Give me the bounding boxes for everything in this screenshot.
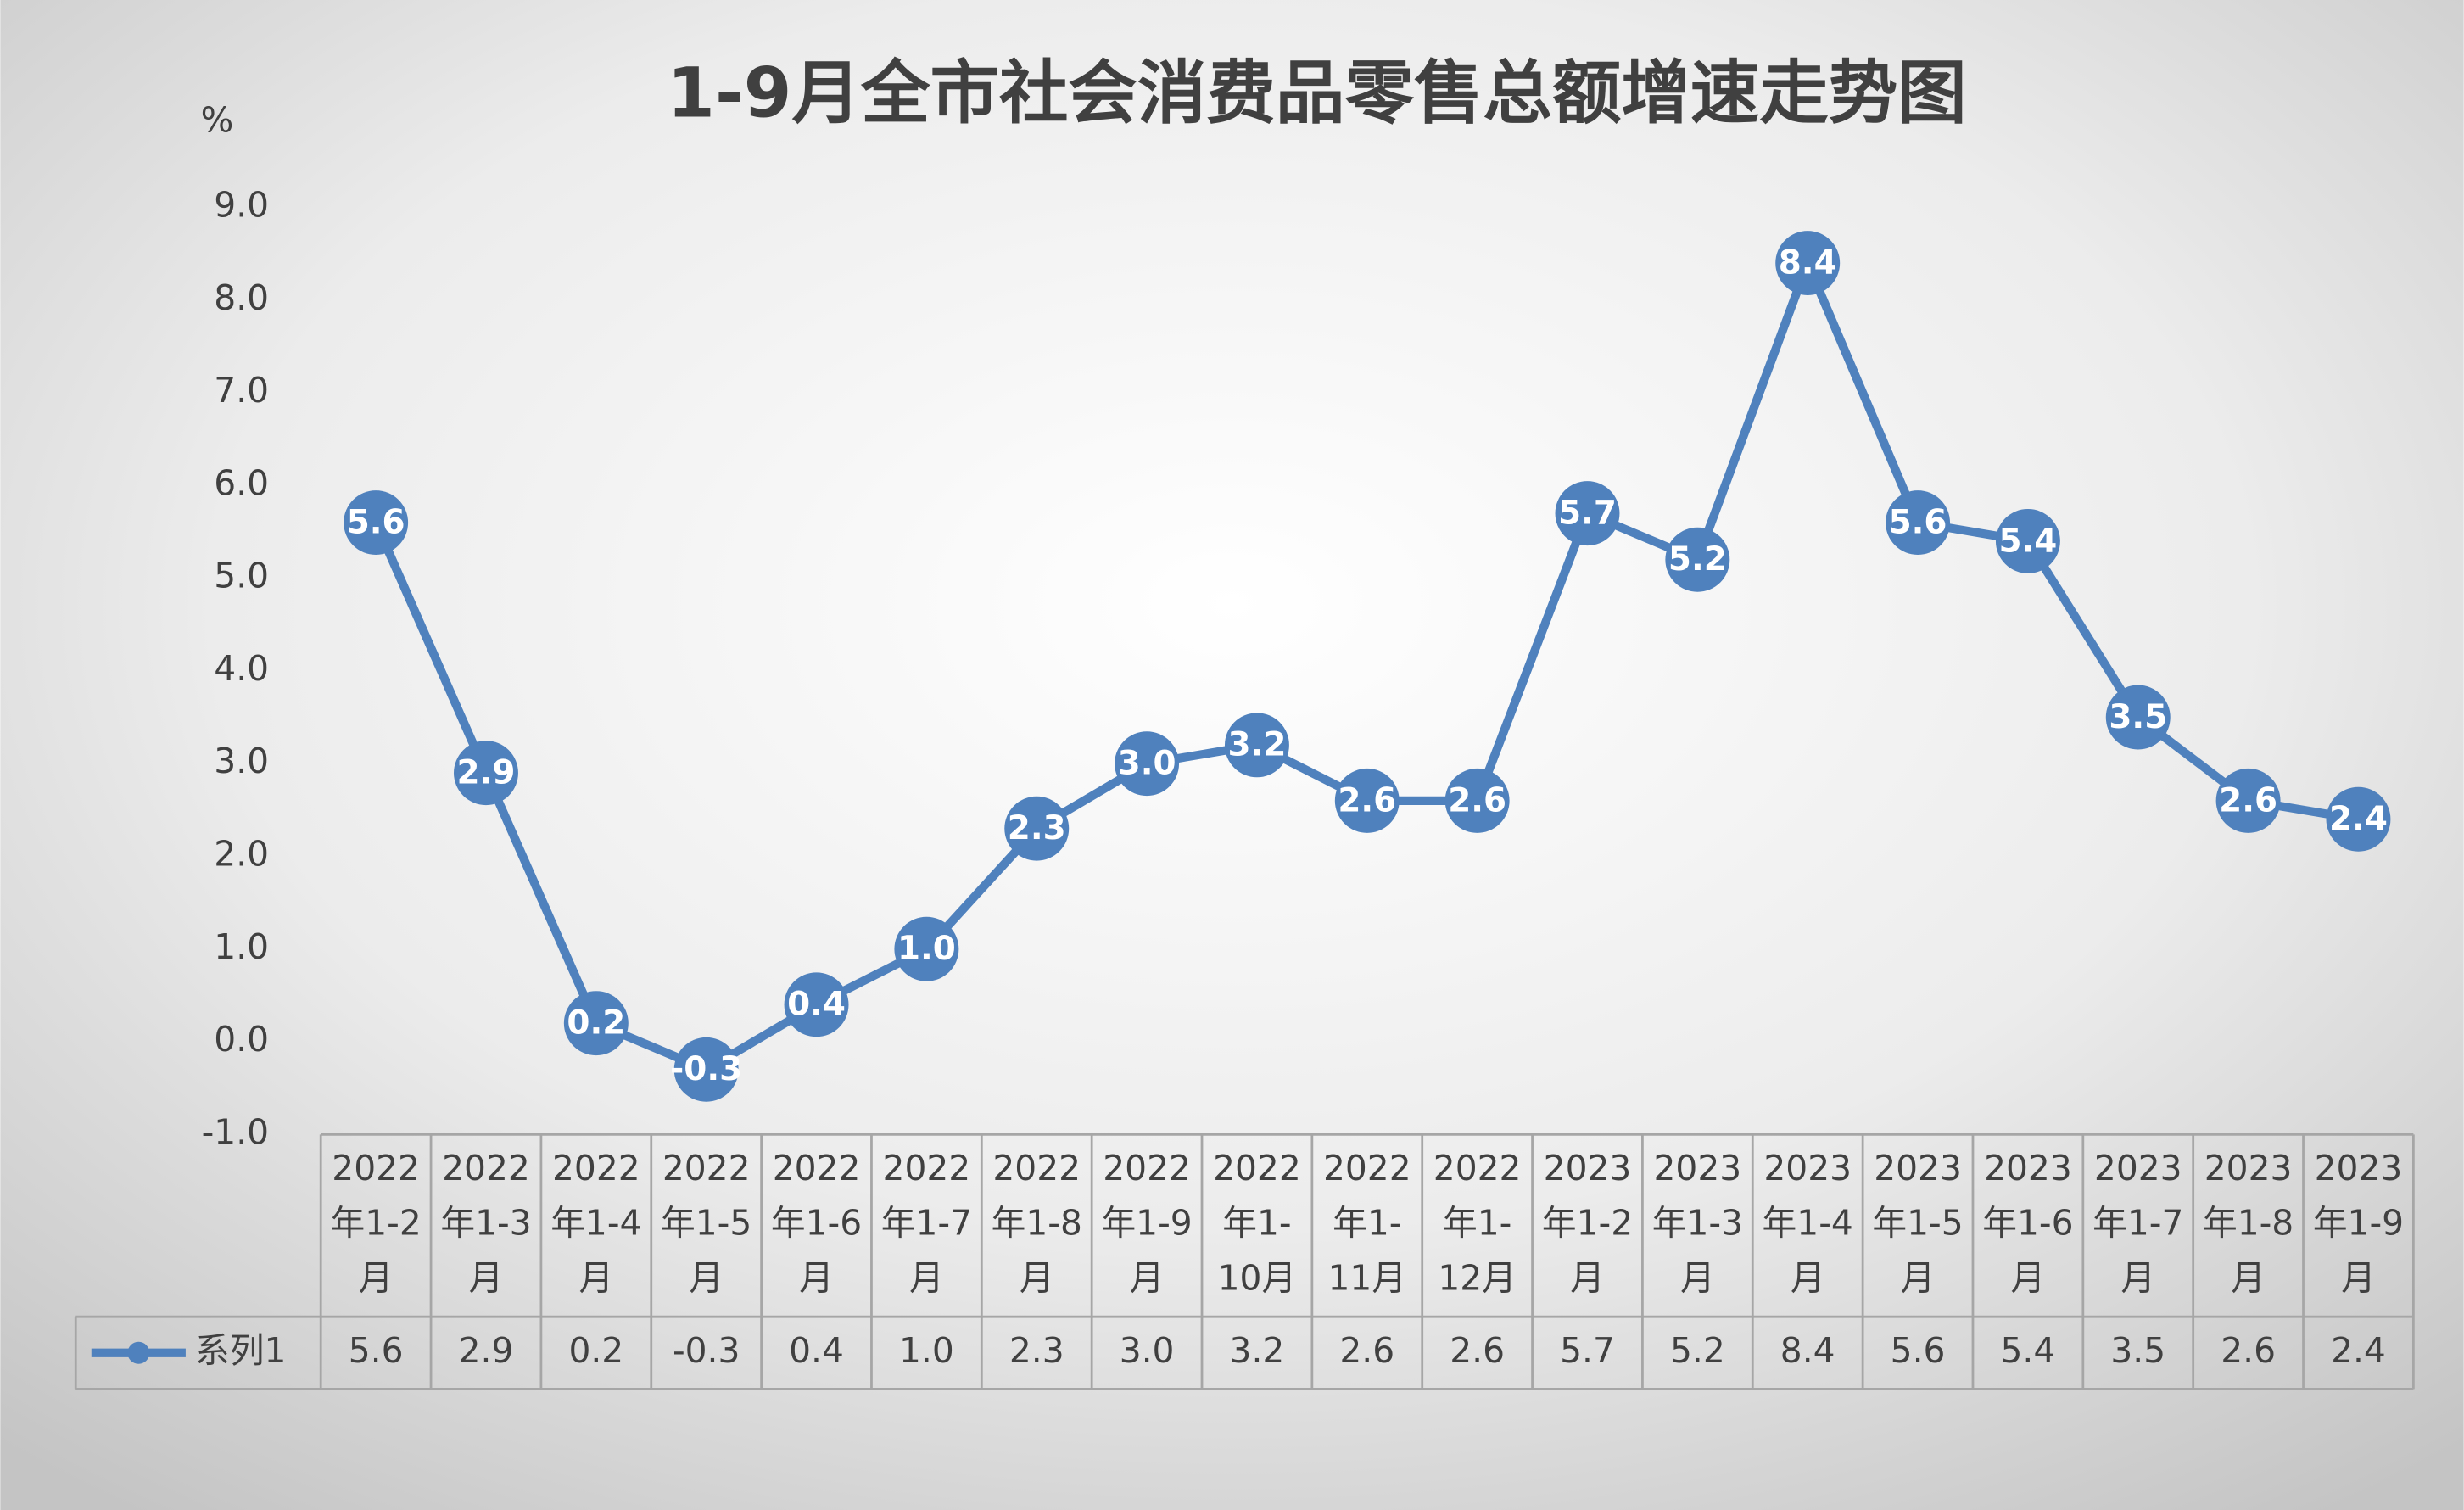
x-tick-label: 2022 年1-9 月 <box>1101 1148 1192 1299</box>
table-value: 5.4 <box>2001 1330 2056 1371</box>
table-value: 3.5 <box>2110 1330 2165 1371</box>
data-point <box>1775 231 1841 296</box>
x-tick-label: 2022 年1-6 月 <box>771 1148 862 1299</box>
data-label: 5.2 <box>1668 540 1727 579</box>
y-tick-label: 3.0 <box>214 741 269 781</box>
data-label: 0.2 <box>567 1004 625 1043</box>
y-tick-label: 0.0 <box>214 1019 269 1060</box>
table-value: 3.2 <box>1230 1330 1285 1371</box>
table-value: 2.6 <box>1339 1330 1394 1371</box>
table-value: 2.9 <box>459 1330 514 1371</box>
table-value: 5.2 <box>1670 1330 1725 1371</box>
table-value: 5.6 <box>349 1330 404 1371</box>
data-point <box>1886 490 1951 556</box>
table-value: 2.6 <box>1450 1330 1505 1371</box>
data-point <box>1115 731 1180 797</box>
data-label: 2.6 <box>2219 781 2277 819</box>
y-tick-label: 9.0 <box>214 184 269 225</box>
data-label: 2.6 <box>1338 781 1396 819</box>
table-value: 5.7 <box>1560 1330 1615 1371</box>
legend-marker <box>127 1341 150 1364</box>
x-tick-label: 2022 年1-10月 <box>1213 1148 1301 1299</box>
table-value: 2.4 <box>2331 1330 2386 1371</box>
data-label: 2.9 <box>457 753 516 791</box>
x-tick-label: 2023 年1-6 月 <box>1982 1148 2073 1299</box>
data-label: 3.2 <box>1228 726 1287 764</box>
x-tick-label: 2022 年1-7 月 <box>881 1148 972 1299</box>
table-value: 0.4 <box>789 1330 844 1371</box>
data-point <box>2326 786 2391 852</box>
chart-title: 1-9月全市社会消费品零售总额增速走势图 <box>667 53 1966 133</box>
data-label: 3.0 <box>1118 745 1176 783</box>
data-point <box>1334 768 1400 833</box>
x-tick-label: 2023 年1-9 月 <box>2313 1148 2404 1299</box>
y-tick-label: 1.0 <box>214 926 269 967</box>
x-tick-label: 2022 年1-4 月 <box>550 1148 641 1299</box>
data-label: 5.4 <box>1998 522 2057 560</box>
data-label: -0.3 <box>670 1050 742 1088</box>
x-tick-label: 2022 年1-8 月 <box>992 1148 1082 1299</box>
data-point <box>454 741 518 806</box>
data-point <box>894 916 959 982</box>
y-tick-label: 2.0 <box>214 833 269 874</box>
y-tick-label: 5.0 <box>214 556 269 596</box>
table-value: -0.3 <box>673 1330 740 1371</box>
data-point <box>1224 713 1289 778</box>
x-tick-label: 2023 年1-4 月 <box>1763 1148 1853 1299</box>
data-point <box>344 490 409 556</box>
data-point <box>563 991 629 1056</box>
table-value: 1.0 <box>899 1330 954 1371</box>
x-tick-label: 2023 年1-5 月 <box>1872 1148 1963 1299</box>
legend-label: 系列1 <box>195 1330 286 1371</box>
data-label: 1.0 <box>897 930 956 968</box>
data-point <box>1444 768 1510 833</box>
data-point <box>2215 768 2281 833</box>
data-label: 5.6 <box>347 503 405 541</box>
table-value: 8.4 <box>1780 1330 1835 1371</box>
data-label: 2.4 <box>2329 800 2388 838</box>
data-label: 2.3 <box>1008 809 1066 847</box>
data-point <box>1995 508 2060 573</box>
data-label: 5.6 <box>1889 503 1947 541</box>
x-tick-label: 2023 年1-2 月 <box>1542 1148 1633 1299</box>
data-point <box>1555 481 1620 546</box>
y-tick-label: 4.0 <box>214 648 269 689</box>
data-point <box>673 1037 739 1102</box>
x-tick-label: 2023 年1-3 月 <box>1652 1148 1743 1299</box>
x-tick-label: 2022 年1-12月 <box>1433 1148 1522 1299</box>
data-point <box>2105 685 2171 750</box>
data-label: 2.6 <box>1448 781 1506 819</box>
x-tick-label: 2022 年1-5 月 <box>661 1148 751 1299</box>
x-tick-label: 2023 年1-7 月 <box>2092 1148 2183 1299</box>
y-axis-unit: % <box>201 99 234 140</box>
data-label: 5.7 <box>1558 494 1617 532</box>
data-point <box>1665 527 1730 592</box>
data-point <box>784 972 849 1037</box>
table-value: 3.0 <box>1120 1330 1175 1371</box>
y-tick-label: -1.0 <box>202 1111 269 1152</box>
y-tick-label: 7.0 <box>214 370 269 411</box>
x-tick-label: 2022 年1-3 月 <box>440 1148 531 1299</box>
table-value: 0.2 <box>568 1330 623 1371</box>
table-value: 5.6 <box>1891 1330 1946 1371</box>
data-label: 8.4 <box>1779 243 1837 282</box>
x-tick-label: 2022 年1-11月 <box>1323 1148 1411 1299</box>
x-tick-label: 2023 年1-8 月 <box>2203 1148 2294 1299</box>
y-tick-label: 8.0 <box>214 277 269 318</box>
data-label: 3.5 <box>2109 698 2167 736</box>
data-label: 0.4 <box>787 986 846 1024</box>
y-tick-label: 6.0 <box>214 462 269 503</box>
data-point <box>1004 796 1070 861</box>
table-value: 2.6 <box>2221 1330 2276 1371</box>
table-value: 2.3 <box>1009 1330 1064 1371</box>
x-tick-label: 2022 年1-2 月 <box>330 1148 421 1299</box>
